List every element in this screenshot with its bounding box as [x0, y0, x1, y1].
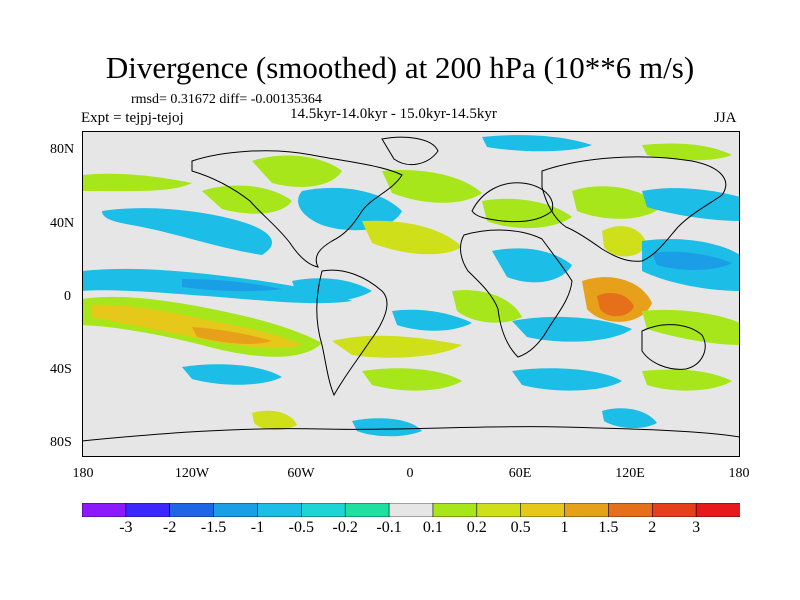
field-neg-indian: [512, 316, 632, 342]
field-pos-spacific-w: [642, 309, 740, 345]
colorbar-swatch: [82, 503, 127, 517]
plot-title: Divergence (smoothed) at 200 hPa (10**6 …: [105, 50, 695, 85]
x-tick-0: 0: [406, 466, 414, 481]
coast-australia: [641, 324, 706, 370]
divergence-field: [82, 135, 740, 437]
field-pos-npac2: [202, 185, 292, 214]
y-tick-40n: 40N: [50, 216, 75, 231]
colorbar-swatch: [301, 503, 347, 517]
colorbar-label: -1.5: [200, 519, 227, 536]
colorbar-label: -0.1: [376, 519, 402, 536]
colorbar-label: -0.2: [332, 519, 358, 536]
coast-africa: [460, 229, 573, 358]
colorbar-label: 0.1: [422, 519, 443, 536]
y-tick-0: 0: [64, 289, 71, 304]
colorbar-swatch: [169, 503, 215, 517]
field-neg-antarctic-1: [352, 418, 422, 437]
field-pos-southern-2: [642, 369, 732, 391]
colorbar-swatch: [651, 503, 697, 517]
colorbar-swatch: [432, 503, 478, 517]
y-tick-80n: 80N: [50, 142, 75, 157]
colorbar-swatch: [257, 503, 303, 517]
colorbar-label: -1: [250, 519, 265, 536]
x-tick-180e: 180: [728, 466, 750, 481]
period-label: 14.5kyr-14.0kyr - 15.0kyr-14.5kyr: [290, 106, 497, 122]
coast-south-america: [316, 269, 388, 397]
colorbar-swatch: [213, 503, 259, 517]
field-neg-wpacific-core: [652, 251, 732, 270]
field-neg-antarctic-2: [602, 408, 657, 429]
season-label: JJA: [714, 110, 737, 126]
field-pos-namerica: [252, 155, 342, 187]
field-pos-africa: [482, 198, 572, 229]
colorbar-swatch: [520, 503, 566, 517]
colorbar-label: 0.5: [510, 519, 531, 536]
field-pos-maritime-core: [597, 293, 634, 317]
coast-antarctica: [82, 426, 740, 442]
field-pos-satlantic: [332, 335, 462, 358]
colorbar-swatch: [388, 503, 434, 517]
colorbar-swatch: [608, 503, 654, 517]
colorbar-label: 0.2: [466, 519, 487, 536]
field-neg-satlantic: [392, 309, 472, 331]
colorbar-label: 1: [560, 519, 569, 536]
x-tick-60e: 60E: [508, 466, 532, 481]
x-tick-120w: 120W: [174, 466, 210, 481]
x-tick-180w: 180: [72, 466, 94, 481]
colorbar-label: 2: [648, 519, 657, 536]
field-pos-wpacific: [602, 226, 647, 257]
field-pos-arctic: [642, 143, 732, 161]
colorbar-label: -3: [119, 519, 133, 536]
coast-north-america: [191, 150, 403, 268]
field-neg-pacific-eq-core: [182, 279, 282, 292]
field-pos-southern-1: [362, 368, 462, 391]
field-neg-npacific-e: [642, 188, 740, 221]
field-pos-antarctic-1: [252, 410, 297, 431]
x-tick-120e: 120E: [615, 466, 645, 481]
y-tick-80s: 80S: [50, 435, 72, 450]
y-tick-40s: 40S: [50, 362, 72, 377]
colorbar-swatch: [695, 503, 740, 517]
field-pos-atlantic: [382, 169, 482, 203]
field-neg-southern-1: [182, 364, 282, 385]
field-pos-safrica: [452, 290, 522, 323]
coast-europe: [471, 182, 554, 223]
colorbar-label: -0.5: [288, 519, 314, 536]
colorbar-swatch: [344, 503, 390, 517]
field-neg-samerica: [292, 278, 372, 301]
coastlines: [82, 136, 740, 442]
map-frame: [82, 131, 740, 457]
field-pos-asia: [572, 186, 662, 219]
experiment-label: Expt = tejpj-tejoj: [81, 110, 184, 126]
field-neg-arctic: [482, 135, 592, 152]
field-neg-southern-2: [512, 368, 622, 391]
colorbar-label: -2: [163, 519, 177, 536]
coast-greenland: [381, 136, 439, 166]
field-pos-npacific: [82, 173, 192, 192]
x-tick-60w: 60W: [287, 466, 315, 481]
coast-asia: [541, 156, 727, 262]
colorbar: [82, 503, 740, 517]
stats-label: rmsd= 0.31672 diff= -0.00135364: [131, 92, 322, 107]
colorbar-swatch: [564, 503, 610, 517]
field-pos-pacific-core: [192, 327, 272, 344]
field-neg-africa: [492, 248, 572, 283]
colorbar-label: 3: [692, 519, 701, 536]
colorbar-label: 1.5: [598, 519, 619, 536]
colorbar-swatch: [476, 503, 522, 517]
field-neg-npacific: [102, 208, 272, 255]
field-pos-caribbean: [362, 220, 462, 255]
colorbar-swatch: [125, 503, 171, 517]
divergence-map: [82, 131, 740, 457]
